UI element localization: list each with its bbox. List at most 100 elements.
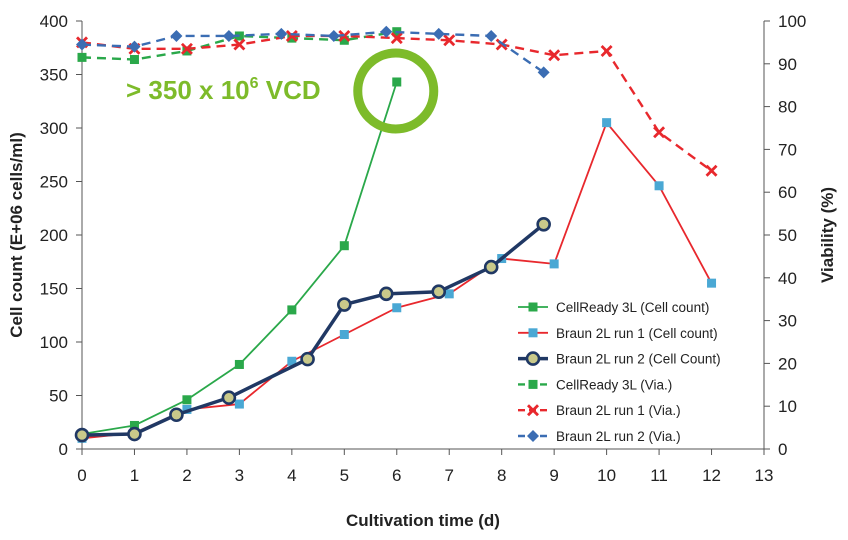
series-braun-2l-run-1-cell-count-marker <box>654 181 664 191</box>
series-braun-2l-run-1-cell-count-marker <box>182 404 192 414</box>
series-braun-2l-run-1-cell-count-marker <box>707 278 717 288</box>
series-braun-2l-run-1-via-marker <box>600 44 613 57</box>
series-cellready-3l-cell-count-marker <box>392 77 402 87</box>
series-braun-2l-run-1-via-marker <box>180 42 193 55</box>
y-tick-label: 250 <box>40 173 68 192</box>
series-braun-2l-run-2-via-marker <box>485 29 498 42</box>
series-braun-2l-run-1-via-marker <box>390 32 403 45</box>
series-braun-2l-run-1-via-marker-stroke <box>180 42 193 55</box>
y-tick-label: 100 <box>40 333 68 352</box>
series-cellready-3l-cell-count-marker <box>234 359 244 369</box>
y2-tick-label: 20 <box>778 354 797 373</box>
y-axis-ticks: 0 50 100 150 200 250 300 350 400 <box>40 12 82 459</box>
y-axis-title: Cell count (E+06 cells/ml) <box>7 132 26 338</box>
series-braun-2l-run-1-cell-count-marker <box>339 330 349 340</box>
series-braun-2l-run-1-cell-count-marker <box>287 356 297 366</box>
series-braun-2l-run-1-via-marker-stroke <box>653 126 666 139</box>
series-braun-2l-run-2-via-line <box>81 30 545 74</box>
y2-tick-label: 70 <box>778 140 797 159</box>
legend-item-1: CellReady 3L (Cell count) <box>518 300 709 315</box>
series-cellready-3l-cell-count-marker <box>129 420 139 430</box>
series-cellready-3l-cell-count-marker <box>339 241 349 251</box>
legend-item-2-marker <box>528 328 538 338</box>
legend-item-6-marker <box>527 430 539 442</box>
series-braun-2l-run-2-cell-count-marker <box>337 297 352 312</box>
series-cellready-3l-cell-count-marker <box>182 395 192 405</box>
legend-item-4: CellReady 3L (Via.) <box>518 377 672 392</box>
legend-item-3-label: Braun 2L run 2 (Cell Count) <box>556 352 721 367</box>
series-cellready-3l-via-marker <box>339 35 349 45</box>
series-cellready-3l-via-marker <box>182 46 192 56</box>
series-braun-2l-run-2-via-marker <box>537 66 550 79</box>
annotation-text: > 350 x 106 VCD <box>126 75 321 105</box>
y-tick-label: 400 <box>40 12 68 31</box>
series-braun-2l-run-2-via-marker <box>380 25 393 38</box>
series-cellready-3l-cell-count-line <box>81 81 398 435</box>
x-tick-label: 6 <box>392 466 401 485</box>
legend: CellReady 3L (Cell count) Braun 2L run 1 … <box>518 300 721 444</box>
series-layer <box>74 25 718 443</box>
y2-tick-label: 80 <box>778 98 797 117</box>
y-tick-label: 200 <box>40 226 68 245</box>
series-cellready-3l-via-marker <box>129 55 139 65</box>
y-tick-label: 150 <box>40 280 68 299</box>
y2-tick-label: 60 <box>778 183 797 202</box>
y-tick-label: 350 <box>40 66 68 85</box>
x-tick-label: 0 <box>77 466 86 485</box>
x-tick-label: 10 <box>597 466 616 485</box>
series-braun-2l-run-1-via-marker-stroke <box>285 29 298 42</box>
y-tick-label: 50 <box>49 387 68 406</box>
series-braun-2l-run-1-via-marker-stroke <box>705 164 718 177</box>
series-braun-2l-run-2-cell-count-line <box>81 222 545 437</box>
x-tick-label: 3 <box>235 466 244 485</box>
series-braun-2l-run-2-cell-count-marker <box>127 426 142 442</box>
y-tick-label: 0 <box>59 440 68 459</box>
series-braun-2l-run-2-via-marker <box>327 29 340 42</box>
x-axis-ticks: 0 1 2 3 4 5 6 7 8 9 10 11 12 13 <box>77 449 773 485</box>
series-braun-2l-run-2-cell-count <box>74 217 551 443</box>
series-braun-2l-run-1-via-marker-stroke <box>548 49 561 62</box>
y-tick-label: 300 <box>40 119 68 138</box>
series-braun-2l-run-1-cell-count-marker <box>234 399 244 409</box>
legend-item-1-marker <box>528 302 538 312</box>
x-tick-label: 1 <box>130 466 139 485</box>
y2-tick-label: 0 <box>778 440 787 459</box>
series-cellready-3l-cell-count-marker <box>287 305 297 315</box>
legend-item-5-marker-stroke <box>527 404 539 417</box>
series-braun-2l-run-2-cell-count-marker <box>431 284 447 300</box>
series-braun-2l-run-2-cell-count-marker <box>378 286 394 302</box>
series-braun-2l-run-1-via-marker <box>443 34 456 47</box>
series-braun-2l-run-2-via-marker <box>128 40 141 53</box>
x-tick-label: 4 <box>287 466 296 485</box>
series-braun-2l-run-2-via-marker <box>432 27 445 40</box>
series-braun-2l-run-2-cell-count-marker <box>483 259 499 275</box>
x-tick-label: 2 <box>182 466 191 485</box>
annotation: > 350 x 106 VCD <box>126 48 439 134</box>
series-braun-2l-run-1-cell-count-marker <box>549 259 559 269</box>
y2-tick-label: 40 <box>778 269 797 288</box>
x-tick-label: 8 <box>497 466 506 485</box>
x-tick-label: 11 <box>650 466 668 485</box>
legend-item-3-marker <box>525 351 541 366</box>
series-braun-2l-run-2-via-marker <box>275 27 288 40</box>
series-braun-2l-run-2-cell-count-marker <box>221 390 237 405</box>
series-braun-2l-run-2-cell-count-marker <box>74 427 90 443</box>
y2-tick-label: 50 <box>778 226 797 245</box>
x-tick-label: 13 <box>755 466 774 485</box>
series-braun-2l-run-1-via-marker-stroke <box>600 44 613 57</box>
series-braun-2l-run-1-via-marker <box>653 126 666 139</box>
legend-item-2-label: Braun 2L run 1 (Cell count) <box>556 326 718 341</box>
y2-tick-label: 10 <box>778 397 797 416</box>
y2-tick-label: 30 <box>778 312 797 331</box>
series-braun-2l-run-1-via-marker-stroke <box>443 34 456 47</box>
legend-item-1-label: CellReady 3L (Cell count) <box>556 300 709 315</box>
series-braun-2l-run-2-cell-count-marker <box>300 351 315 367</box>
x-tick-label: 5 <box>340 466 349 485</box>
series-braun-2l-run-2-via-marker <box>170 29 183 42</box>
series-braun-2l-run-2-via-marker <box>222 29 235 42</box>
legend-item-5-label: Braun 2L run 1 (Via.) <box>556 403 681 418</box>
legend-item-5-marker <box>527 404 539 417</box>
legend-item-3: Braun 2L run 2 (Cell Count) <box>518 351 721 367</box>
y2-axis-ticks: 0 10 20 30 40 50 60 70 80 90 100 <box>764 12 806 459</box>
